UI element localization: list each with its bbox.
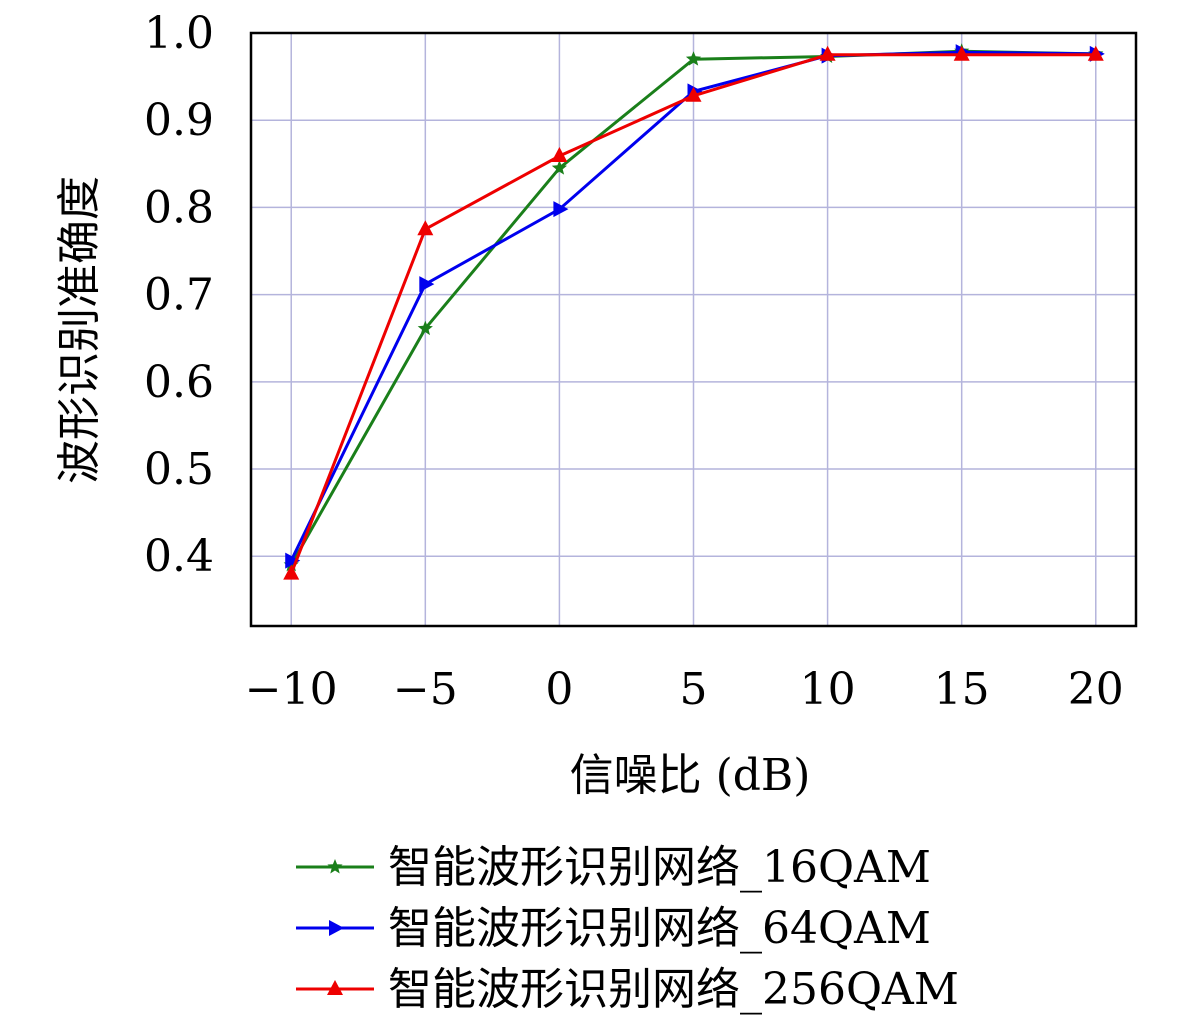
data-point	[419, 276, 435, 293]
grid	[251, 32, 1136, 626]
legend-marker	[327, 859, 343, 874]
data-point	[283, 564, 300, 580]
y-tick-label: 1.0	[144, 8, 214, 59]
series-group	[283, 43, 1105, 580]
legend-label: 智能波形识别网络_16QAM	[388, 842, 931, 893]
x-tick-label: 15	[934, 664, 990, 715]
data-point	[417, 220, 434, 236]
data-point	[953, 45, 970, 61]
data-point	[551, 146, 568, 162]
data-point	[551, 160, 567, 175]
data-point	[285, 552, 301, 569]
legend-marker	[329, 920, 344, 936]
legend-entry: 智能波形识别网络_256QAM	[296, 964, 959, 1015]
y-tick-label: 0.9	[144, 95, 214, 146]
data-point	[553, 201, 569, 218]
series-1	[285, 44, 1105, 569]
x-tick-label: 5	[680, 664, 708, 715]
legend: 智能波形识别网络_16QAM 智能波形识别网络_64QAM 智能波形识别网络_256…	[296, 842, 959, 1015]
legend-marker	[327, 980, 343, 995]
y-tick-label: 0.8	[144, 182, 214, 233]
y-tick-label: 0.7	[144, 270, 214, 321]
legend-entry: 智能波形识别网络_64QAM	[296, 903, 931, 954]
plot-frame	[249, 31, 1138, 628]
data-point	[685, 86, 702, 102]
y-tick-label: 0.6	[144, 357, 214, 408]
x-tick-label: 0	[545, 664, 573, 715]
ticks: −10 −5 0 5 10 15 20 0.4 0.5 0.6 0.7 0.8 0.9 1.0	[144, 8, 1124, 715]
y-axis-title: 波形识别准确度	[54, 176, 105, 484]
legend-entry: 智能波形识别网络_16QAM	[296, 842, 931, 893]
y-tick-label: 0.5	[144, 444, 214, 495]
data-point	[417, 320, 433, 336]
series-2	[283, 45, 1104, 580]
x-tick-label: −5	[393, 664, 458, 715]
y-tick-label: 0.4	[144, 531, 214, 582]
x-tick-label: 20	[1068, 664, 1124, 715]
x-axis-title: 信噪比 (dB)	[570, 750, 811, 801]
legend-label: 智能波形识别网络_256QAM	[388, 964, 959, 1015]
x-tick-label: 10	[800, 664, 856, 715]
data-point	[819, 45, 836, 61]
data-point	[685, 51, 702, 66]
data-point	[1087, 45, 1104, 61]
x-tick-label: −10	[245, 664, 338, 715]
legend-label: 智能波形识别网络_64QAM	[388, 903, 931, 954]
